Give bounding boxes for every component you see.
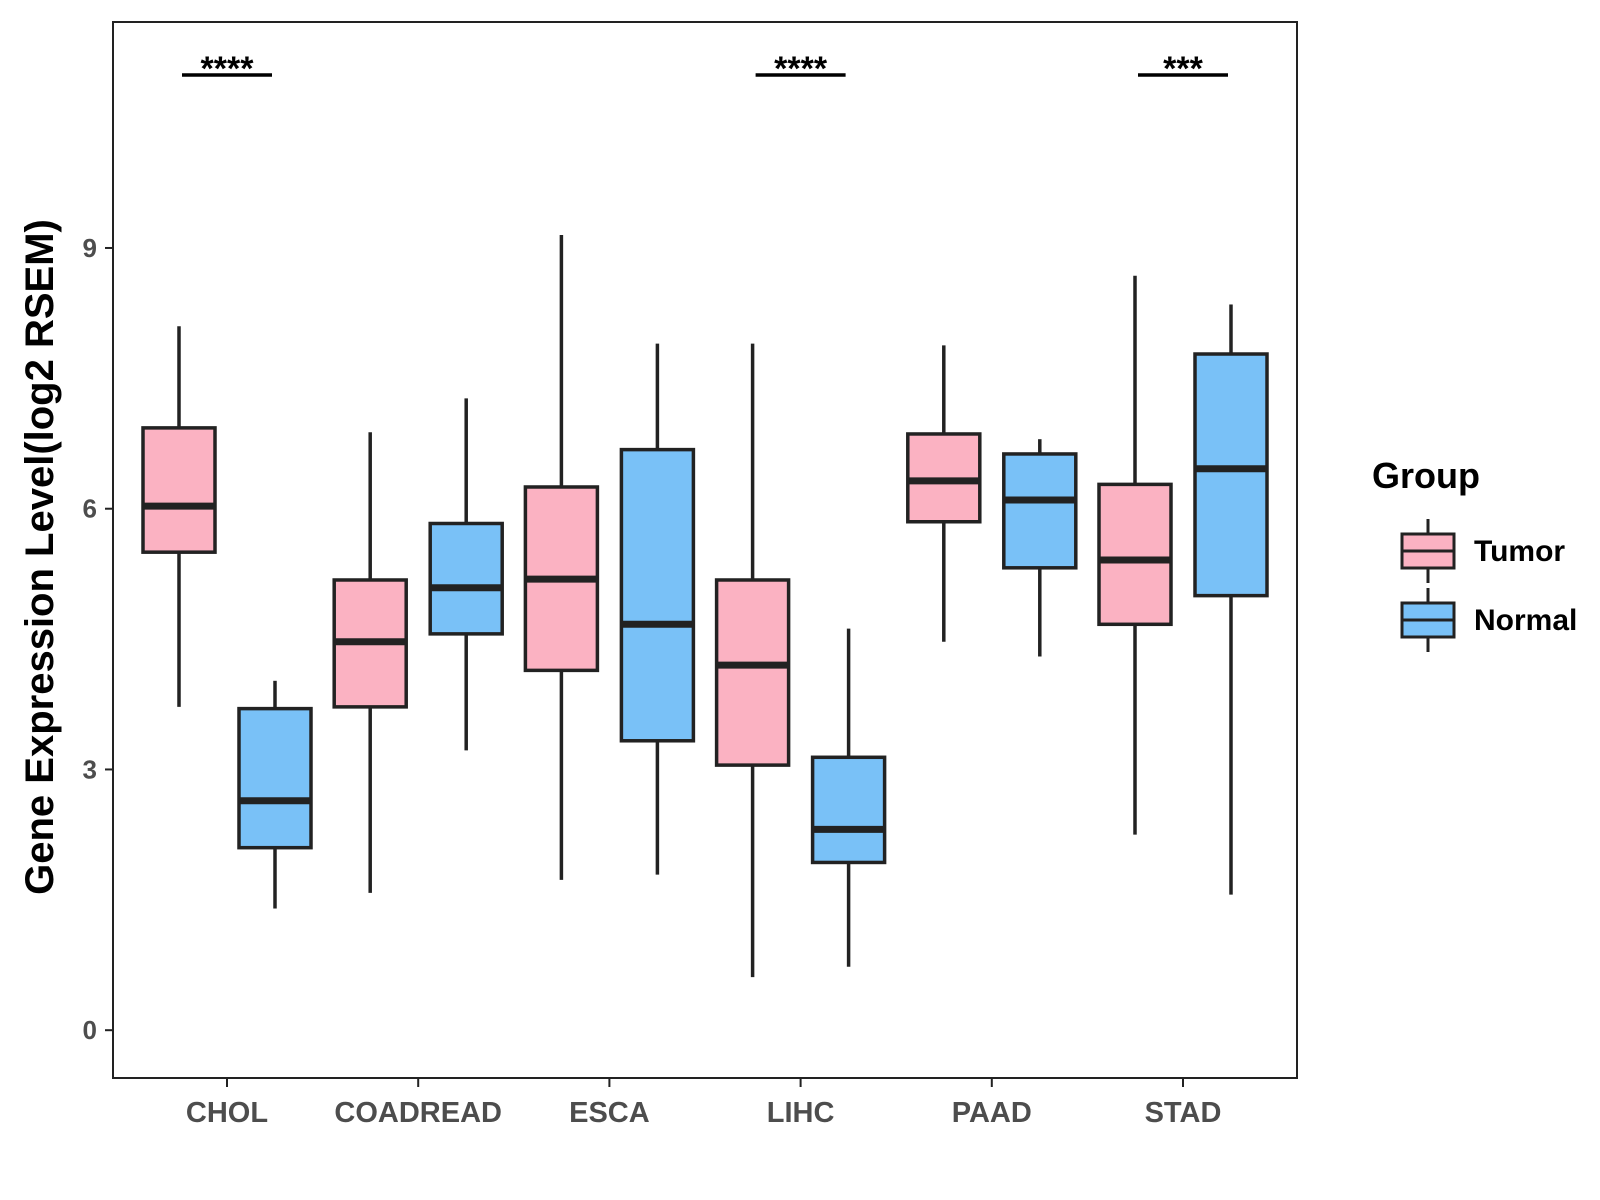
x-tick-label-paad: PAAD xyxy=(952,1097,1032,1129)
legend-item-tumor: Tumor xyxy=(1400,519,1565,583)
box-tumor-paad xyxy=(906,345,982,642)
x-tick-label-stad: STAD xyxy=(1145,1097,1222,1129)
x-tick-label-lihc: LIHC xyxy=(767,1097,835,1129)
x-tick-label-coadread: COADREAD xyxy=(334,1097,502,1129)
box-iqr xyxy=(141,426,217,554)
y-tick-label: 6 xyxy=(83,494,97,524)
box-tumor-chol xyxy=(141,326,217,707)
box-iqr xyxy=(1002,452,1078,570)
box-normal-esca xyxy=(619,343,696,875)
box-normal-paad xyxy=(1002,439,1078,657)
box-normal-chol xyxy=(237,680,313,909)
box-tumor-coadread xyxy=(332,432,408,893)
significance-label: **** xyxy=(201,50,255,88)
y-tick-label: 0 xyxy=(83,1015,97,1045)
box-iqr xyxy=(428,521,504,636)
significance-label: **** xyxy=(774,50,828,88)
box-iqr xyxy=(1097,482,1173,627)
box-tumor-esca xyxy=(523,234,600,880)
box-iqr xyxy=(810,755,887,865)
y-axis-title: Gene Expression Level(log2 RSEM) xyxy=(18,219,62,895)
box-iqr xyxy=(714,578,791,767)
box-iqr xyxy=(1193,352,1269,598)
significance-stad: *** xyxy=(1138,50,1228,88)
x-tick-label-chol: CHOL xyxy=(186,1097,268,1129)
box-tumor-lihc xyxy=(714,343,791,978)
significance-chol: **** xyxy=(182,50,272,88)
box-iqr xyxy=(619,447,696,743)
legend: Group Tumor Normal xyxy=(1372,455,1577,652)
box-tumor-stad xyxy=(1097,275,1173,835)
significance-label: *** xyxy=(1163,50,1203,88)
box-iqr xyxy=(237,706,313,850)
legend-title: Group xyxy=(1372,455,1480,496)
axis-layer: 0 3 6 9 CHOL COADREAD ESCA LIHC PAAD STAD xyxy=(83,233,1222,1129)
plot-panel-border xyxy=(112,21,1298,1079)
significance-lihc: **** xyxy=(755,50,846,88)
box-normal-coadread xyxy=(428,398,504,751)
legend-label: Normal xyxy=(1474,604,1577,637)
y-tick-label: 9 xyxy=(83,233,97,263)
legend-item-normal: Normal xyxy=(1400,588,1577,652)
box-normal-stad xyxy=(1193,304,1269,895)
significance-layer: **** **** *** xyxy=(182,50,1228,88)
y-tick-label: 3 xyxy=(83,754,97,784)
x-tick-label-esca: ESCA xyxy=(569,1097,650,1129)
box-normal-lihc xyxy=(810,628,887,967)
boxes-layer xyxy=(141,234,1269,978)
legend-label: Tumor xyxy=(1474,535,1565,568)
